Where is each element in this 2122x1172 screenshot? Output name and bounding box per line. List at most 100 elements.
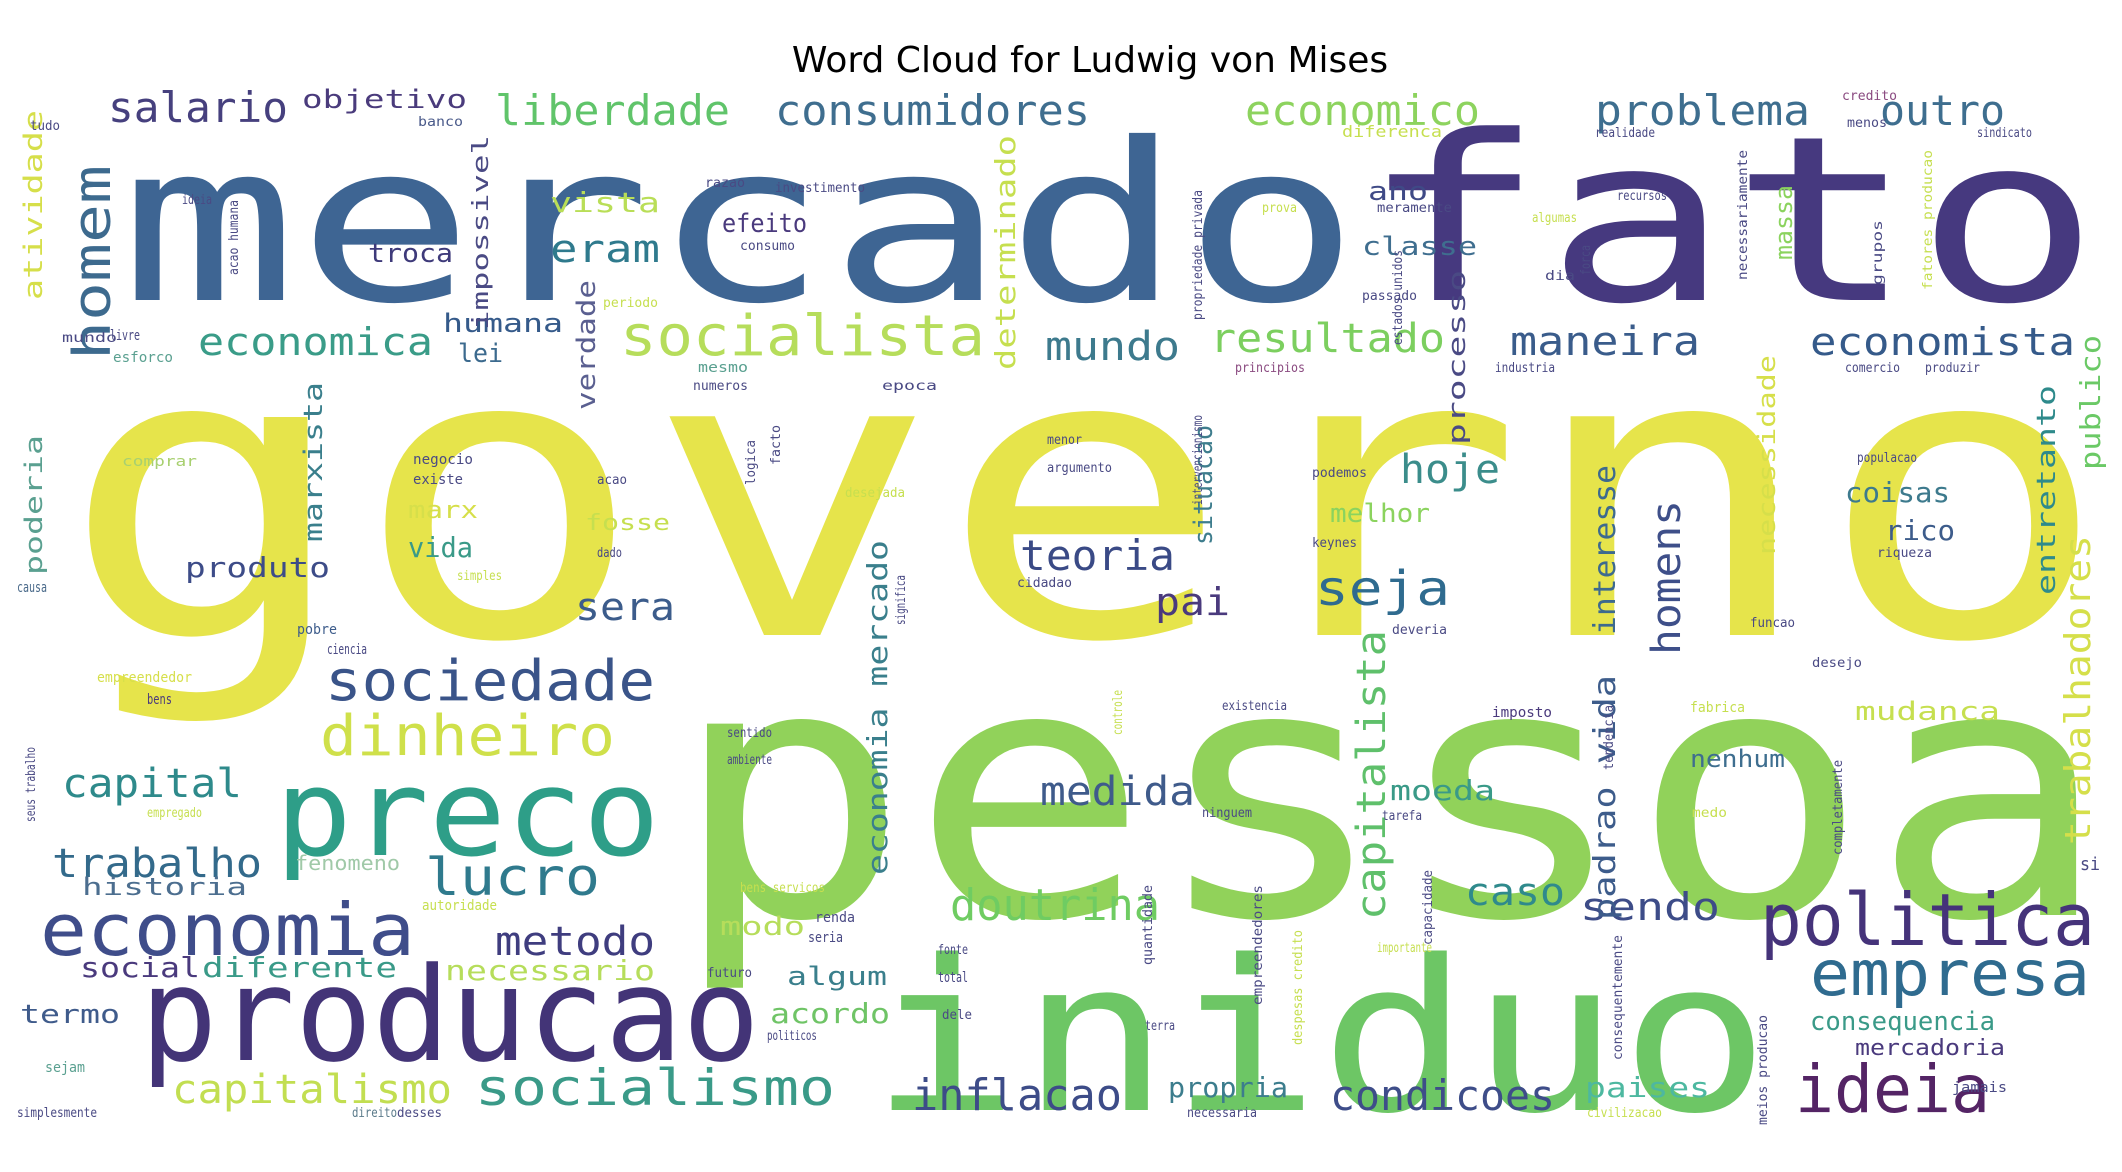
word: podemos: [1312, 466, 1367, 481]
word: razao: [705, 176, 745, 191]
word: publico: [2074, 335, 2107, 470]
word: fato: [1360, 88, 2100, 355]
word: outro: [1880, 86, 2005, 135]
word: verdade: [572, 280, 602, 410]
word: principios: [1235, 361, 1305, 376]
word: teoria: [1020, 531, 1175, 580]
word: mudanca: [1855, 697, 2000, 727]
word: rico: [1885, 514, 1955, 547]
word: estados unidos: [1391, 250, 1406, 345]
word: realidade: [1595, 126, 1655, 141]
word: social: [80, 951, 200, 984]
word: processo: [1443, 270, 1471, 445]
word: controle: [1111, 690, 1126, 735]
word: dinheiro: [320, 704, 615, 769]
word: moeda: [1390, 774, 1495, 807]
word: civilizacao: [1587, 1106, 1662, 1121]
word: sindicato: [1977, 126, 2032, 141]
word: desses: [397, 1106, 442, 1121]
word: fatores producao: [1921, 150, 1936, 290]
word: empreendedores: [1251, 885, 1266, 1005]
word: funcao: [1750, 616, 1795, 631]
word: acordo: [770, 997, 890, 1030]
word: dia: [1545, 269, 1575, 284]
word: economica: [198, 320, 433, 364]
word: vista: [550, 186, 660, 219]
word: simplesmente: [17, 1106, 97, 1121]
word: mercado: [120, 96, 1360, 352]
word: pobre: [297, 622, 337, 638]
word: desejo: [1812, 656, 1862, 671]
word: quantidade: [1141, 885, 1156, 965]
word: ideia: [182, 193, 212, 208]
word: lei: [458, 339, 503, 369]
word: paises: [1585, 1071, 1710, 1104]
word: resultado: [1210, 316, 1445, 362]
word: bens: [147, 692, 172, 708]
word: existe: [413, 472, 463, 488]
word: total: [938, 970, 968, 986]
word: capitalismo: [172, 1067, 452, 1113]
word: diferenca: [1342, 122, 1442, 141]
word: determinado: [989, 135, 1022, 370]
word: socialismo: [475, 1059, 835, 1117]
word: atividade: [19, 110, 49, 300]
word: meios producao: [1756, 1015, 1771, 1125]
word: salario: [108, 83, 288, 132]
word: governo: [60, 265, 2110, 730]
word: ciencia: [327, 642, 367, 658]
word: historia: [82, 873, 247, 901]
word: livre: [110, 328, 140, 344]
word: tudo: [30, 119, 60, 134]
word: politica: [1760, 878, 2095, 962]
word: modo: [720, 912, 805, 942]
word: consumo: [740, 239, 795, 254]
word: simples: [457, 569, 502, 584]
word: marx: [408, 496, 478, 524]
word: keynes: [1312, 536, 1357, 551]
word: completamente: [1831, 760, 1846, 855]
word: maneira: [1510, 319, 1700, 365]
word: mercadoria: [1855, 1036, 2005, 1061]
word: importante: [1377, 941, 1432, 956]
word: caso: [1465, 870, 1565, 914]
word: objetivo: [302, 85, 467, 115]
word: interesse: [1588, 465, 1623, 635]
word: epoca: [882, 379, 937, 394]
word: medida: [1040, 769, 1195, 815]
word: renda: [815, 910, 855, 926]
word: eram: [550, 227, 660, 271]
word: investimento: [775, 181, 865, 196]
word: trabalhadores: [2058, 535, 2099, 845]
word: credito: [1842, 89, 1897, 104]
word: economista: [1810, 320, 2075, 364]
word: sociedade: [325, 649, 655, 714]
word: direito: [352, 1106, 397, 1121]
word: fonte: [938, 943, 968, 958]
word: poderia: [20, 435, 48, 575]
word: marxista: [299, 382, 329, 542]
word: homem: [63, 165, 123, 360]
word: dado: [597, 546, 622, 561]
word: negocio: [413, 452, 473, 468]
word: fosse: [585, 511, 670, 536]
word: produzir: [1925, 361, 1980, 376]
word: hoje: [1400, 447, 1500, 493]
word: banco: [418, 115, 463, 130]
word: producao: [140, 939, 760, 1091]
word: iniduo: [870, 915, 1770, 1160]
word: autoridade: [422, 898, 497, 914]
word: economia mercado: [861, 540, 894, 875]
word: entretanto: [2032, 385, 2062, 595]
word: seja: [1315, 561, 1450, 617]
word: fabrica: [1690, 700, 1745, 716]
word: ideia: [1795, 1051, 1990, 1128]
word: capital: [62, 761, 242, 807]
word: produto: [185, 551, 330, 584]
word: propria: [1168, 1071, 1288, 1104]
word: inflacao: [912, 1070, 1122, 1121]
word: homens: [1644, 500, 1690, 655]
word: necessariamente: [1736, 150, 1751, 280]
word: causa: [17, 580, 47, 596]
